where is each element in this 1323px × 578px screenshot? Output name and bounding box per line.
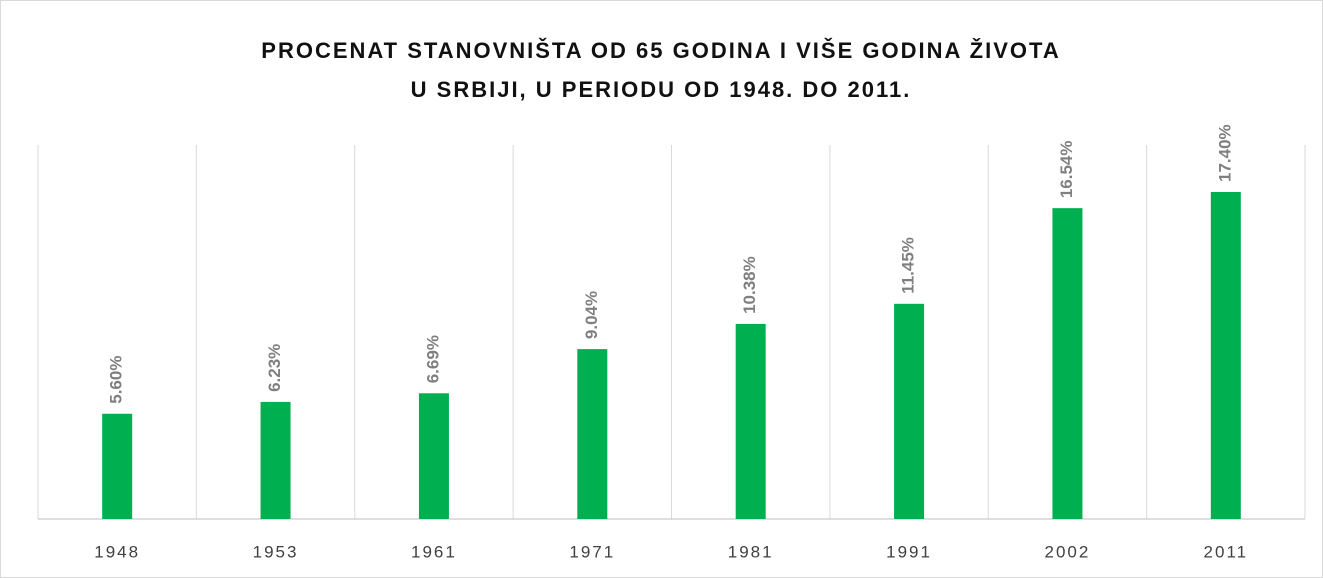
data-label: 9.04% — [582, 291, 601, 339]
x-tick-label: 2002 — [1045, 542, 1091, 561]
x-tick-label: 1961 — [411, 542, 457, 561]
data-label: 6.69% — [423, 335, 442, 383]
data-label: 10.38% — [740, 256, 759, 314]
bar — [260, 401, 291, 519]
data-label: 16.54% — [1057, 140, 1076, 198]
chart-title: PROCENAT STANOVNIŠTA OD 65 GODINA I VIŠE… — [261, 38, 1060, 63]
bar — [418, 393, 449, 519]
bar — [894, 303, 925, 519]
x-tick-label: 1948 — [94, 542, 140, 561]
x-tick-label: 1971 — [569, 542, 615, 561]
data-label: 17.40% — [1215, 124, 1234, 182]
data-label: 6.23% — [265, 344, 284, 392]
data-label: 5.60% — [107, 356, 126, 404]
x-tick-label: 1981 — [728, 542, 774, 561]
chart-title: U SRBIJI, U PERIODU OD 1948. DO 2011. — [411, 77, 912, 102]
data-label: 11.45% — [899, 237, 918, 294]
bar — [1210, 192, 1241, 519]
bar — [735, 323, 766, 519]
bar — [102, 413, 133, 519]
x-tick-label: 2011 — [1204, 542, 1249, 561]
x-tick-label: 1991 — [886, 542, 932, 561]
x-tick-label: 1953 — [253, 542, 299, 561]
bar — [577, 349, 608, 519]
bar — [1052, 208, 1083, 520]
